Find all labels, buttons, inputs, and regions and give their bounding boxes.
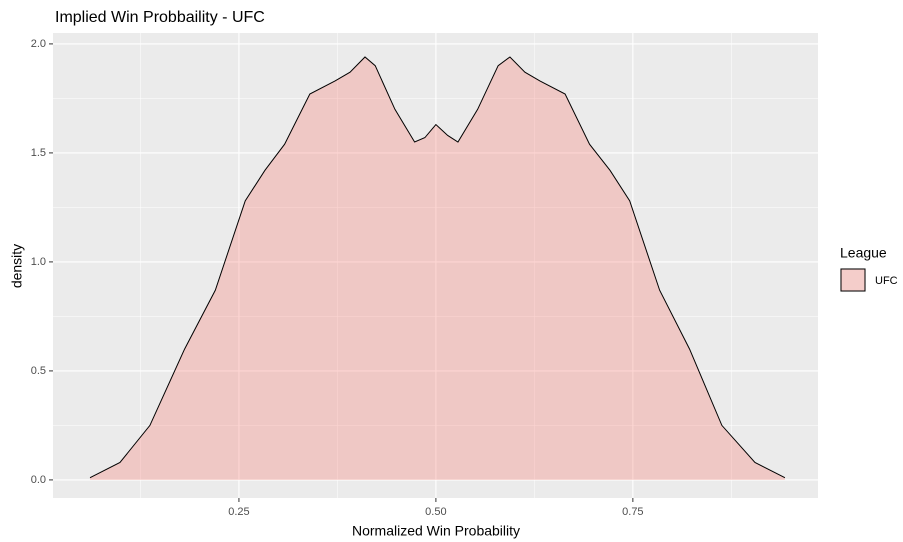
chart-title: Implied Win Probbaility - UFC bbox=[55, 9, 265, 26]
y-axis-title: density bbox=[9, 244, 25, 288]
y-tick-label: 1.0 bbox=[31, 256, 46, 268]
legend-swatch bbox=[840, 268, 866, 292]
x-axis-title: Normalized Win Probability bbox=[352, 523, 520, 539]
y-tick-label: 2.0 bbox=[31, 38, 46, 50]
x-tick-label: 0.50 bbox=[425, 506, 446, 518]
density-line bbox=[89, 56, 786, 479]
y-tick-label: 0.5 bbox=[31, 365, 46, 377]
legend-label: UFC bbox=[875, 275, 898, 287]
density-area bbox=[90, 56, 785, 480]
y-tick-label: 0.0 bbox=[31, 474, 46, 486]
y-tick-label: 1.5 bbox=[31, 147, 46, 159]
legend-key bbox=[840, 268, 866, 292]
legend-title: League bbox=[840, 245, 887, 261]
x-tick-label: 0.75 bbox=[622, 506, 643, 518]
x-tick-label: 0.25 bbox=[228, 506, 249, 518]
